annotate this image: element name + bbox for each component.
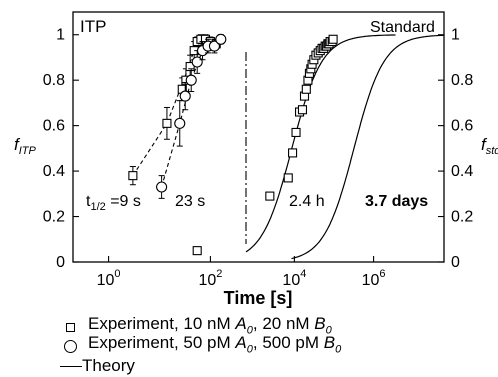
x-tick-label-left: 100 bbox=[97, 268, 121, 289]
square-marker bbox=[291, 127, 301, 138]
y-axis-label-left: fITP bbox=[14, 135, 37, 157]
y-tick-label-right: 0.6 bbox=[451, 118, 473, 135]
square-marker bbox=[297, 105, 308, 115]
square-marker bbox=[283, 173, 293, 183]
x-tick-label-left: 102 bbox=[198, 268, 222, 289]
square-marker-icon bbox=[60, 318, 82, 337]
theory-curve bbox=[245, 34, 396, 253]
square-marker bbox=[128, 171, 138, 181]
y-tick-label-left: 0.4 bbox=[43, 163, 65, 180]
y-tick-label-left: 0.2 bbox=[43, 209, 65, 226]
annotation-3-7days: 3.7 days bbox=[365, 193, 428, 210]
circle-marker bbox=[191, 56, 203, 68]
y-tick-label-left: 0 bbox=[56, 254, 65, 271]
annotation-2-4h: 2.4 h bbox=[289, 193, 325, 210]
square-marker bbox=[301, 84, 311, 94]
x-axis-label: Time [s] bbox=[224, 288, 293, 308]
legend-label: Experiment, 50 pM A0, 500 pM B0 bbox=[88, 333, 342, 356]
legend: Experiment, 10 nM A0, 20 nM B0 Experiment… bbox=[60, 314, 490, 375]
y-tick-label-left: 0.8 bbox=[43, 72, 65, 89]
theory-curve bbox=[291, 34, 444, 260]
square-marker bbox=[162, 118, 172, 128]
circle-marker-icon bbox=[60, 337, 82, 356]
square-marker bbox=[192, 246, 202, 256]
circle-marker bbox=[208, 40, 220, 52]
line-icon bbox=[60, 356, 82, 375]
fit-line bbox=[132, 41, 198, 176]
x-tick-label-right: 104 bbox=[282, 268, 306, 289]
panel-title-standard: Standard bbox=[370, 19, 435, 36]
circle-marker bbox=[174, 117, 186, 129]
y-tick-label-right: 0 bbox=[451, 254, 460, 271]
legend-label: Experiment, 10 nM A0, 20 nM B0 bbox=[88, 314, 332, 337]
chart-svg: 0 0.2 0.4 0.6 0.8 1 0 0.2 0.4 0.6 0.8 1 100 102 104 106… bbox=[14, 11, 498, 308]
circle-marker bbox=[185, 74, 197, 86]
square-marker bbox=[328, 34, 338, 44]
annotation-t-half: t1/2 =9 s bbox=[86, 193, 141, 213]
y-tick-label-right: 0.4 bbox=[451, 163, 473, 180]
y-tick-label-right: 1 bbox=[451, 27, 460, 44]
circle-marker bbox=[179, 90, 191, 102]
legend-item: Experiment, 50 pM A0, 500 pM B0 bbox=[60, 333, 490, 356]
legend-label: Theory bbox=[82, 356, 135, 375]
y-tick-label-right: 0.2 bbox=[451, 209, 473, 226]
circle-marker bbox=[156, 181, 168, 193]
square-marker bbox=[288, 148, 298, 158]
panel-title-itp: ITP bbox=[80, 17, 106, 36]
y-tick-label-left: 0.6 bbox=[43, 118, 65, 135]
y-tick-label-right: 0.8 bbox=[451, 72, 473, 89]
annotation-23s: 23 s bbox=[175, 193, 205, 210]
square-marker bbox=[265, 191, 275, 201]
y-tick-label-left: 1 bbox=[56, 27, 65, 44]
circle-marker bbox=[215, 33, 227, 45]
y-axis-label-right: fstd bbox=[481, 135, 498, 157]
x-tick-label-right: 106 bbox=[362, 268, 386, 289]
legend-item: Theory bbox=[60, 356, 490, 375]
plot-frame bbox=[72, 11, 445, 263]
legend-item: Experiment, 10 nM A0, 20 nM B0 bbox=[60, 314, 490, 337]
